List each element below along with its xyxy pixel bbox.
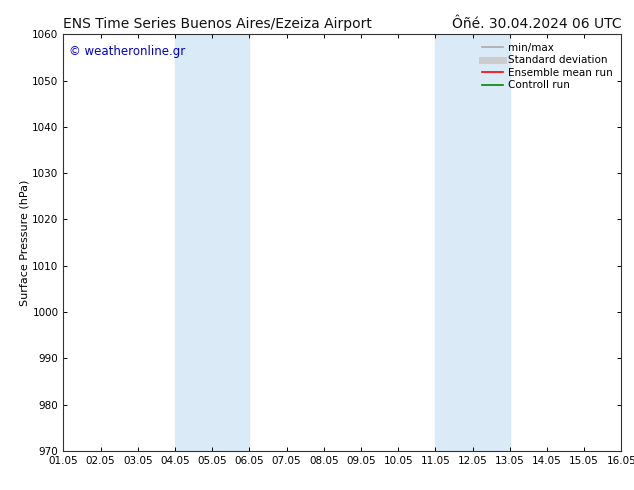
Bar: [436, 34, 510, 451]
Bar: [175, 34, 249, 451]
Text: © weatheronline.gr: © weatheronline.gr: [69, 45, 185, 58]
Text: ENS Time Series Buenos Aires/Ezeiza Airport: ENS Time Series Buenos Aires/Ezeiza Airp…: [63, 17, 372, 31]
Text: Ôñé. 30.04.2024 06 UTC: Ôñé. 30.04.2024 06 UTC: [451, 17, 621, 31]
Y-axis label: Surface Pressure (hPa): Surface Pressure (hPa): [20, 179, 30, 306]
Legend: min/max, Standard deviation, Ensemble mean run, Controll run: min/max, Standard deviation, Ensemble me…: [479, 40, 616, 94]
